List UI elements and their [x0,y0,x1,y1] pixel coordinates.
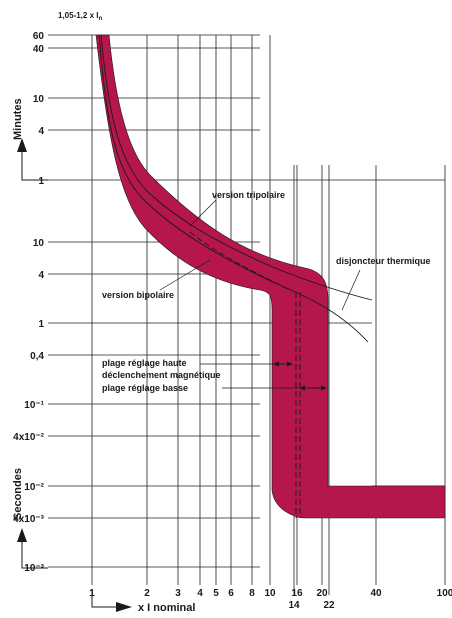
y-tick-seconds-2: 1 [38,319,44,330]
label-plage-basse: plage réglage basse [102,383,188,393]
label-plage-haute: plage réglage haute [102,358,187,368]
x-tick-7: 10 [264,588,276,599]
y-tick-minutes-3: 4 [38,126,44,137]
x-arrow-head [116,602,132,612]
x-tick-8: 16 [291,588,303,599]
x-tick-6: 8 [249,588,255,599]
x-tick-4: 5 [213,588,219,599]
bipolaire-pointer [159,259,211,291]
series-bipolaire-line [98,34,369,343]
series-tripolaire-line [100,34,373,301]
y-tick-seconds-0: 10 [33,238,45,249]
y-tick-seconds-6: 10⁻² [24,482,44,493]
bipolaire-dashed-segment [189,231,291,291]
label-declenchement: déclenchement magnétique [102,370,221,380]
thermique-pointer [341,269,361,311]
x-tick-3: 4 [197,588,203,599]
x-tick-11: 100 [437,588,452,599]
seconds-arrow-head [17,528,27,542]
y-tick-minutes-0: 60 [33,31,45,42]
x-tick-bottom-0: 14 [288,600,300,611]
y-tick-seconds-3: 0,4 [30,351,44,362]
seconds-axis-arrow [21,540,48,569]
x-tick-2: 3 [175,588,181,599]
x-tick-bottom-1: 22 [323,600,335,611]
minutes-axis-arrow [21,150,48,181]
tripping-band [95,34,446,519]
y-tick-seconds-7: 4x10⁻³ [13,514,45,525]
y-ticks-minutes: 60 40 10 4 1 [33,31,45,187]
top-current-label-text: 1,05-1,2 x I [58,11,98,20]
top-current-label-subscript: n [98,16,102,22]
label-disjoncteur-thermique: disjoncteur thermique [336,256,431,266]
x-tick-10: 40 [370,588,382,599]
x-tick-1: 2 [144,588,150,599]
minutes-arrow-head [17,138,27,152]
y-tick-minutes-2: 10 [33,94,45,105]
x-axis-arrow [91,590,118,608]
y-tick-seconds-5: 4x10⁻² [13,432,45,443]
y-tick-minutes-4: 1 [38,176,44,187]
label-version-bipolaire: version bipolaire [102,290,174,300]
x-tick-9: 20 [316,588,328,599]
y-tick-seconds-4: 10⁻¹ [24,400,44,411]
top-current-label: 1,05-1,2 x In [58,11,102,22]
y-axis-title-seconds: Secondes [12,468,24,520]
y-axis-title-minutes: Minutes [12,98,24,140]
x-axis-title: x I nominal [138,602,195,614]
y-tick-seconds-1: 4 [38,270,44,281]
label-version-tripolaire: version tripolaire [212,190,285,200]
x-tick-5: 6 [228,588,234,599]
tripolaire-pointer [189,199,217,227]
y-tick-minutes-1: 40 [33,44,45,55]
